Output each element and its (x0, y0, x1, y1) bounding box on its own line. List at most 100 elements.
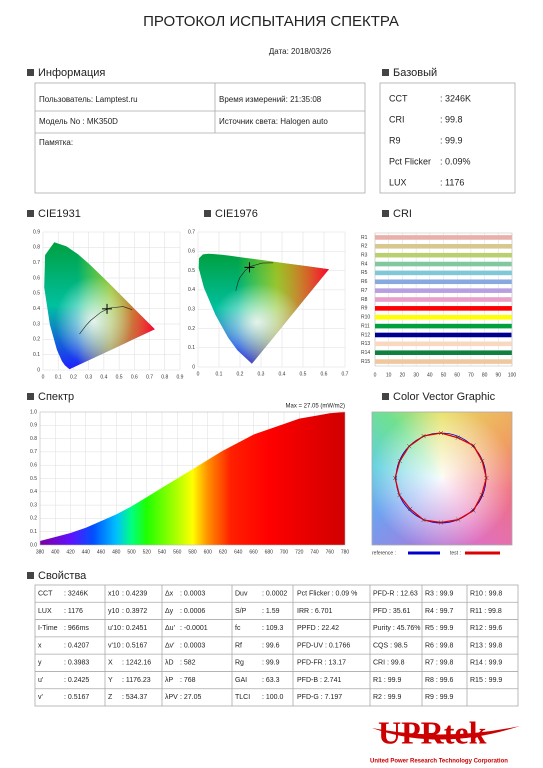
table-cell: R7 : 99.8 (425, 660, 454, 667)
y-tick-label: 0.6 (188, 249, 195, 255)
x-tick-label: 0 (42, 374, 45, 380)
x-tick-label: 0.7 (146, 374, 153, 380)
x-tick-label: 660 (249, 549, 258, 555)
x-tick-label: 0.1 (216, 371, 223, 377)
section-icon (27, 393, 34, 400)
bar (375, 359, 512, 364)
section-title: CRI (393, 208, 412, 220)
x-tick-label: 100 (508, 372, 517, 378)
x-tick-label: 700 (280, 549, 289, 555)
x-tick-label: 620 (219, 549, 228, 555)
table-cell: : -0.0001 (180, 625, 208, 632)
y-tick-label: R14 (361, 350, 370, 356)
table-cell: Purity : 45.76% (373, 625, 420, 632)
table-cell: λPV (165, 694, 178, 701)
y-tick-label: R13 (361, 341, 370, 347)
table-cell: : 99.9 (262, 660, 280, 667)
bar (375, 314, 512, 320)
vector-tick (438, 520, 444, 525)
table-cell: fc (235, 625, 241, 632)
x-tick-label: 10 (386, 372, 392, 378)
vector-tick (407, 444, 412, 449)
table-cell: : 0.0003 (180, 590, 205, 597)
basic-box (379, 82, 516, 194)
y-tick-label: 0.3 (33, 321, 40, 327)
x-tick-label: 0 (197, 371, 200, 377)
legend-label: reference : (372, 550, 396, 556)
table-cell: v' (38, 694, 43, 701)
table-cell: : 3246K (64, 590, 88, 597)
y-tick-label: R3 (361, 252, 368, 258)
table-cell: PFD-G : 7.197 (297, 694, 342, 701)
table-cell: : 1176.23 (122, 677, 151, 684)
y-tick-label: 0.2 (188, 326, 195, 332)
x-tick-label: 30 (413, 372, 419, 378)
info-box (34, 82, 366, 194)
y-tick-label: R4 (361, 261, 368, 267)
bar (375, 270, 512, 276)
table-cell: R5 : 99.9 (425, 625, 454, 632)
section-title: Свойства (38, 570, 87, 582)
basic-label: R9 (389, 135, 401, 145)
y-tick-label: 0.9 (30, 423, 37, 429)
section-title: CIE1931 (38, 208, 81, 220)
bar (375, 288, 512, 293)
x-tick-label: 0.3 (85, 374, 92, 380)
table-cell: CCT (38, 590, 53, 597)
basic-value: : 0.09% (440, 156, 471, 166)
table-cell: Rf (235, 642, 242, 649)
table-cell: : 0.0006 (180, 608, 205, 615)
table-cell: : 109.3 (262, 625, 284, 632)
table-cell: CQS : 98.5 (373, 642, 408, 649)
table-cell: : 0.2451 (122, 625, 147, 632)
table-cell: : 63.3 (262, 677, 280, 684)
x-tick-label: 0.7 (342, 371, 349, 377)
y-tick-label: 0.4 (188, 287, 195, 293)
table-cell: : 1176 (64, 608, 83, 615)
table-cell: : 99.6 (262, 642, 280, 649)
section-title: CIE1976 (215, 208, 258, 220)
table-cell: : 768 (180, 677, 196, 684)
x-tick-label: 90 (496, 372, 502, 378)
table-cell: R2 : 99.9 (373, 694, 402, 701)
section-icon (382, 69, 389, 76)
x-tick-label: 560 (173, 549, 182, 555)
x-tick-label: 540 (158, 549, 167, 555)
info-memo: Памятка: (39, 138, 73, 147)
table-cell: R12 : 99.6 (470, 625, 502, 632)
table-cell: R9 : 99.9 (425, 694, 454, 701)
table-cell: u' (38, 677, 43, 684)
table-cell: x10 (108, 590, 119, 597)
x-tick-label: 680 (265, 549, 274, 555)
table-cell: : 534.37 (122, 694, 147, 701)
basic-label: CRI (389, 114, 405, 124)
y-tick-label: 0.4 (33, 306, 40, 312)
vector-tick (455, 435, 460, 440)
section-icon (27, 210, 34, 217)
chromaticity-point (244, 262, 255, 273)
planck-locus (235, 262, 274, 291)
y-tick-label: 0.7 (33, 260, 40, 266)
table-cell: R6 : 99.8 (425, 642, 454, 649)
section-icon (27, 69, 34, 76)
table-cell: y (38, 660, 42, 667)
table-cell: Δx (165, 590, 174, 597)
table-cell: Pct Flicker : 0.09 % (297, 590, 357, 597)
x-tick-label: 0.6 (131, 374, 138, 380)
title: ПРОТОКОЛ ИСПЫТАНИЯ СПЕКТРА (143, 13, 399, 30)
table-cell: : 0.3983 (64, 660, 89, 667)
date: Дата: 2018/03/26 (269, 47, 332, 56)
planck-locus (79, 306, 133, 335)
y-tick-label: 0.6 (30, 463, 37, 469)
y-tick-label: R10 (361, 315, 370, 321)
x-tick-label: 760 (326, 549, 335, 555)
table-cell: R3 : 99.9 (425, 590, 454, 597)
table-cell: : 0.4239 (122, 590, 147, 597)
table-cell: : 0.3972 (122, 608, 147, 615)
info-user: Пользователь: Lamptest.ru (39, 95, 138, 104)
x-tick-label: 0.4 (279, 371, 286, 377)
vector-tick (397, 458, 403, 464)
table-cell: : 0.2425 (64, 677, 89, 684)
bar (375, 252, 512, 258)
info-grid (35, 83, 365, 134)
